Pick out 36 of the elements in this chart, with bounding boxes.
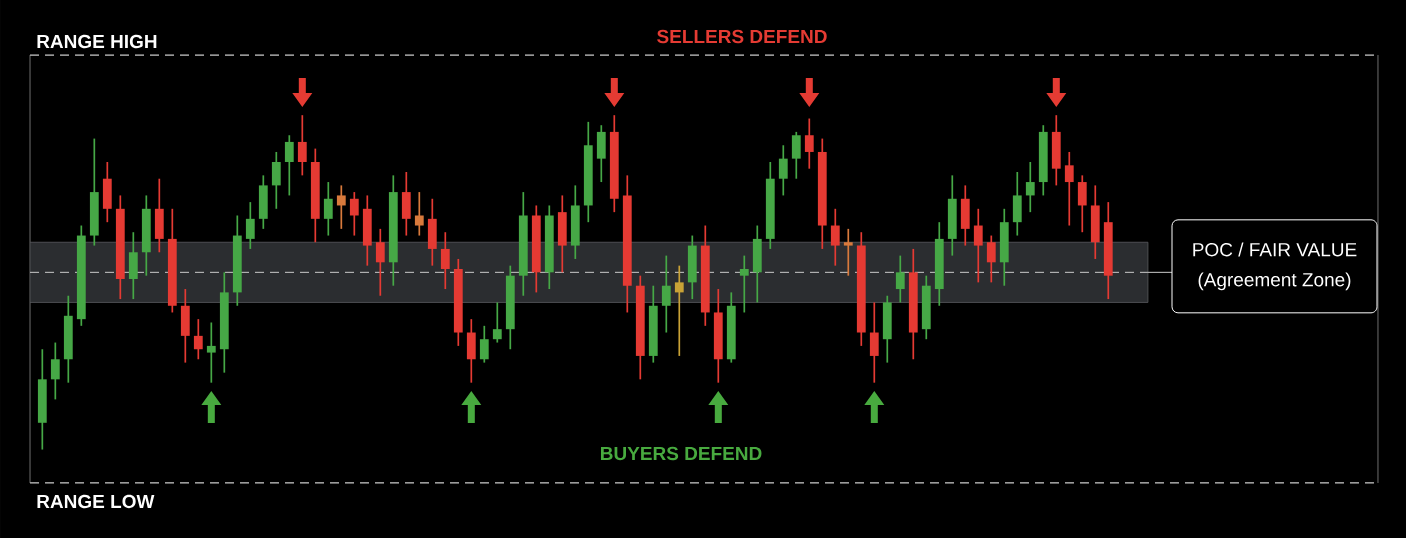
candlestick xyxy=(1077,174,1087,234)
candlestick xyxy=(50,341,60,401)
candlestick xyxy=(414,191,424,237)
candlestick xyxy=(895,254,905,304)
ref-line-label: RANGE LOW xyxy=(37,494,155,509)
annotation: BUYERS DEFEND xyxy=(600,446,762,461)
text: SELLERS DEFEND xyxy=(657,29,827,44)
candlestick xyxy=(843,228,853,277)
candlestick xyxy=(674,264,684,357)
candlestick xyxy=(245,201,255,250)
candlestick xyxy=(1025,161,1035,213)
candlestick xyxy=(830,207,840,267)
candlestick xyxy=(804,117,814,170)
candlestick xyxy=(440,231,450,290)
candlestick xyxy=(869,301,879,384)
candlestick xyxy=(791,131,801,180)
candlestick xyxy=(1064,151,1074,227)
candlestick xyxy=(323,181,333,237)
candlestick xyxy=(739,254,749,314)
ref-line-label: POC / FAIR VALUE xyxy=(1193,242,1357,257)
candlestick xyxy=(284,134,294,197)
candlestick xyxy=(375,228,385,297)
candlestick xyxy=(206,321,216,384)
candlestick xyxy=(973,207,983,284)
candlestick xyxy=(479,324,489,364)
candlestick xyxy=(193,318,203,361)
candlestick xyxy=(349,191,359,237)
candlestick xyxy=(271,151,281,210)
candlestick xyxy=(778,144,788,197)
band-label: (Agreement Zone) xyxy=(1198,272,1351,291)
candlestick xyxy=(336,184,346,230)
candlestick xyxy=(986,234,996,284)
candlestick xyxy=(661,254,671,334)
ref-line-label: RANGE HIGH xyxy=(37,34,157,49)
candlestick xyxy=(492,301,502,344)
candlestick xyxy=(297,114,307,177)
